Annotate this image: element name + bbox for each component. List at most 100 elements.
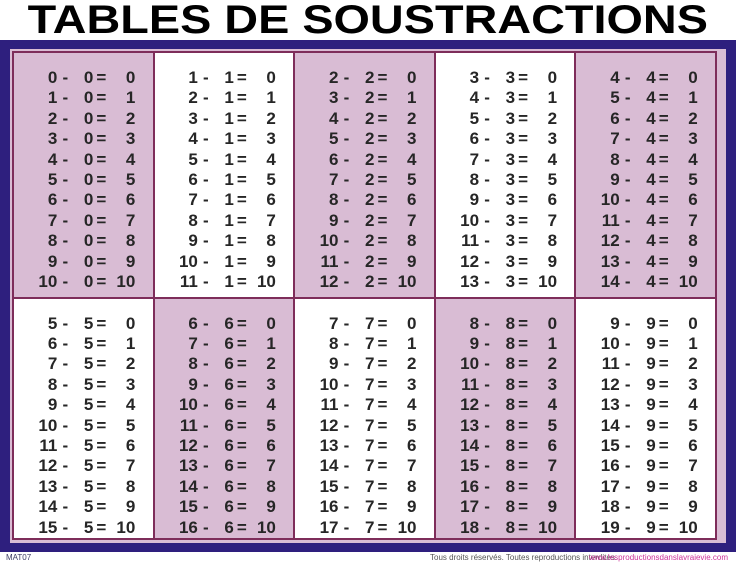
equation-row: 15-8 = 7 <box>460 456 558 476</box>
equation-row: 14-9 = 5 <box>600 415 698 435</box>
equation-row: 7-3 = 4 <box>469 149 558 169</box>
equation-row: 16-8 = 8 <box>460 476 558 496</box>
equation-row: 17-9 = 8 <box>600 476 698 496</box>
equation-row: 12-4 = 8 <box>600 231 698 251</box>
equation-row: 13-9 = 4 <box>600 395 698 415</box>
equation-row: 6-0 = 6 <box>47 190 136 210</box>
equation-row: 1-0 = 1 <box>47 88 136 108</box>
equation-row: 12-8 = 4 <box>460 395 558 415</box>
website-link[interactable]: www.lesproductionsdanslavraievie.com <box>588 553 728 562</box>
equation-row: 16-7 = 9 <box>319 497 417 517</box>
subtraction-table-9: 9-9 = 0 10-9 = 1 11-9 = 2 12-9 = 3 13-9 = 4 14-9 = 5 15-9 =… <box>576 298 715 538</box>
equation-row: 1-1 = 0 <box>188 68 276 87</box>
equation-row: 18-9 = 9 <box>600 497 698 517</box>
equation-row: 8-2 = 6 <box>329 190 417 210</box>
equation-row: 4-0 = 4 <box>47 149 136 169</box>
equation-row: 5-0 = 5 <box>47 170 136 190</box>
subtraction-table-8: 8-8 = 0 9-8 = 1 10-8 = 2 11-8 = 3 12-8 = 4 13-8 = 5 14-8 = 6… <box>435 298 575 538</box>
equation-row: 5-2 = 3 <box>329 129 417 149</box>
equation-row: 13-5 = 8 <box>38 476 136 496</box>
equation-row: 5-1 = 4 <box>188 149 276 169</box>
equation-row: 19-9 = 10 <box>600 517 698 537</box>
subtraction-table-7: 7-7 = 0 8-7 = 1 9-7 = 2 10-7 = 3 11-7 = 4 12-7 = 5 13-7 = 6 1… <box>295 298 434 538</box>
equation-row: 15-7 = 8 <box>319 476 417 496</box>
equation-row: 11-8 = 3 <box>461 374 558 394</box>
equation-row: 2-1 = 1 <box>188 88 276 108</box>
equation-row: 2-0 = 2 <box>47 108 136 128</box>
title-bar: TABLES DE SOUSTRACTIONS <box>0 0 736 40</box>
equation-row: 13-4 = 9 <box>600 251 698 271</box>
equation-row: 11-4 = 7 <box>601 210 698 230</box>
equation-row: 15-6 = 9 <box>178 497 276 517</box>
equation-row: 5-4 = 1 <box>610 88 698 108</box>
equation-row: 18-8 = 10 <box>460 517 558 537</box>
equation-row: 9-4 = 5 <box>610 170 698 190</box>
equation-row: 15-9 = 6 <box>600 435 698 455</box>
equation-row: 13-3 = 10 <box>460 272 558 292</box>
equation-row: 16-6 = 10 <box>178 517 276 537</box>
subtraction-table-3: 3-3 = 0 4-3 = 1 5-3 = 2 6-3 = 3 7-3 = 4 8-3 = 5 9-3 = 6 10-3 =… <box>435 53 575 297</box>
equation-row: 11-2 = 9 <box>320 251 417 271</box>
equation-row: 7-6 = 1 <box>188 333 276 353</box>
footer: MAT07 Tous droits réservés. Toutes repro… <box>0 552 736 563</box>
equation-row: 10-8 = 2 <box>460 354 558 374</box>
equation-row: 6-3 = 3 <box>469 129 558 149</box>
equation-row: 8-0 = 8 <box>47 231 136 251</box>
equation-row: 9-0 = 9 <box>47 251 136 271</box>
tables-grid: 0-0 = 0 1-0 = 1 2-0 = 2 3-0 = 3 4-0 = 4 5-0 = 5 6-0 = 6 7-0 = 7… <box>12 51 717 540</box>
equation-row: 8-5 = 3 <box>47 374 136 394</box>
equation-row: 11-3 = 8 <box>461 231 558 251</box>
equation-row: 7-2 = 5 <box>329 170 417 190</box>
equation-row: 10-6 = 4 <box>178 395 276 415</box>
equation-row: 10-1 = 9 <box>178 251 276 271</box>
equation-row: 12-9 = 3 <box>600 374 698 394</box>
equation-row: 10-9 = 1 <box>600 333 698 353</box>
equation-row: 7-1 = 6 <box>188 190 276 210</box>
product-code: MAT07 <box>6 553 32 562</box>
equation-row: 3-1 = 2 <box>188 108 276 128</box>
equation-row: 13-6 = 7 <box>178 456 276 476</box>
equation-row: 17-7 = 10 <box>319 517 417 537</box>
poster-frame: 0-0 = 0 1-0 = 1 2-0 = 2 3-0 = 3 4-0 = 4 5-0 = 5 6-0 = 6 7-0 = 7… <box>0 40 736 552</box>
equation-row: 9-3 = 6 <box>469 190 558 210</box>
equation-row: 5-5 = 0 <box>47 313 136 333</box>
equation-row: 7-4 = 3 <box>610 129 698 149</box>
equation-row: 7-7 = 0 <box>329 313 417 333</box>
subtraction-table-5: 5-5 = 0 6-5 = 1 7-5 = 2 8-5 = 3 9-5 = 4 10-5 = 5 11-5 = 6 12-… <box>14 298 153 538</box>
equation-row: 11-9 = 2 <box>601 354 698 374</box>
equation-row: 3-3 = 0 <box>469 68 558 87</box>
equation-row: 3-0 = 3 <box>47 129 136 149</box>
equation-row: 10-5 = 5 <box>38 415 136 435</box>
equation-row: 9-2 = 7 <box>329 210 417 230</box>
subtraction-table-1: 1-1 = 0 2-1 = 1 3-1 = 2 4-1 = 3 5-1 = 4 6-1 = 5 7-1 = 6 8-1 = 7… <box>154 53 294 297</box>
equation-row: 12-5 = 7 <box>38 456 136 476</box>
equation-row: 11-6 = 5 <box>179 415 276 435</box>
equation-row: 13-8 = 5 <box>460 415 558 435</box>
equation-row: 2-2 = 0 <box>329 68 417 87</box>
subtraction-table-6: 6-6 = 0 7-6 = 1 8-6 = 2 9-6 = 3 10-6 = 4 11-6 = 5 12-6 = 6 13… <box>154 298 294 538</box>
equation-row: 9-8 = 1 <box>469 333 558 353</box>
equation-row: 8-1 = 7 <box>188 210 276 230</box>
equation-row: 10-4 = 6 <box>600 190 698 210</box>
equation-row: 13-7 = 6 <box>319 435 417 455</box>
equation-row: 9-5 = 4 <box>47 395 136 415</box>
equation-row: 0-0 = 0 <box>47 68 136 87</box>
equation-row: 7-5 = 2 <box>47 354 136 374</box>
equation-row: 4-2 = 2 <box>329 108 417 128</box>
equation-row: 8-8 = 0 <box>469 313 558 333</box>
equation-row: 12-7 = 5 <box>319 415 417 435</box>
equation-row: 12-2 = 10 <box>319 272 417 292</box>
equation-row: 9-6 = 3 <box>188 374 276 394</box>
equation-row: 10-3 = 7 <box>460 210 558 230</box>
equation-row: 3-2 = 1 <box>329 88 417 108</box>
page-title: TABLES DE SOUSTRACTIONS <box>27 0 709 42</box>
equation-row: 17-8 = 9 <box>460 497 558 517</box>
equation-row: 6-2 = 4 <box>329 149 417 169</box>
equation-row: 4-1 = 3 <box>188 129 276 149</box>
subtraction-table-4: 4-4 = 0 5-4 = 1 6-4 = 2 7-4 = 3 8-4 = 4 9-4 = 5 10-4 = 6 11-4… <box>576 53 715 297</box>
equation-row: 14-6 = 8 <box>178 476 276 496</box>
equation-row: 15-5 = 10 <box>38 517 136 537</box>
copyright-notice: Tous droits réservés. Toutes reproductio… <box>430 553 618 562</box>
equation-row: 10-2 = 8 <box>319 231 417 251</box>
equation-row: 14-5 = 9 <box>38 497 136 517</box>
